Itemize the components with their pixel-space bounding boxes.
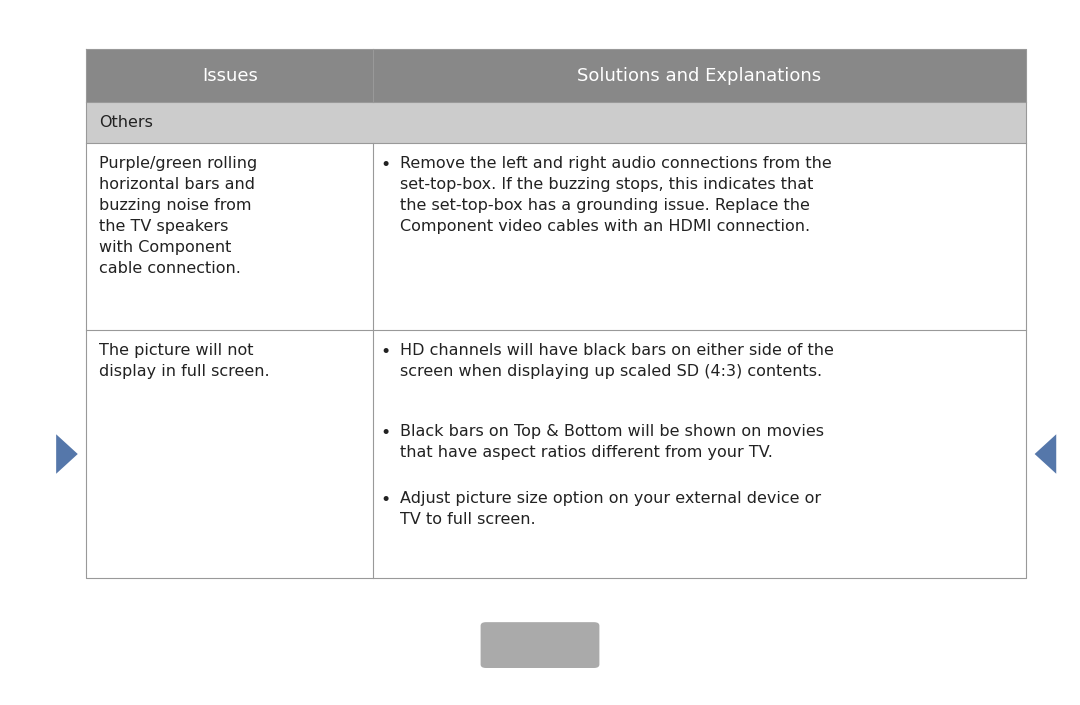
Bar — [86, 102, 1026, 143]
Text: HD channels will have black bars on either side of the
screen when displaying up: HD channels will have black bars on eith… — [400, 343, 834, 379]
Text: English: English — [513, 639, 567, 651]
Text: Issues: Issues — [202, 67, 258, 85]
Text: Adjust picture size option on your external device or
TV to full screen.: Adjust picture size option on your exter… — [400, 491, 821, 527]
Text: Black bars on Top & Bottom will be shown on movies
that have aspect ratios diffe: Black bars on Top & Bottom will be shown… — [400, 424, 824, 460]
Text: •: • — [380, 343, 391, 361]
Text: Remove the left and right audio connections from the
set-top-box. If the buzzing: Remove the left and right audio connecti… — [400, 156, 832, 234]
Text: Purple/green rolling
horizontal bars and
buzzing noise from
the TV speakers
with: Purple/green rolling horizontal bars and… — [99, 156, 258, 276]
Bar — [86, 330, 1026, 578]
Text: •: • — [380, 424, 391, 442]
Text: The picture will not
display in full screen.: The picture will not display in full scr… — [99, 343, 270, 379]
Text: Solutions and Explanations: Solutions and Explanations — [578, 67, 822, 85]
FancyBboxPatch shape — [481, 622, 599, 668]
Text: •: • — [380, 156, 391, 174]
Bar — [86, 143, 1026, 330]
Bar — [86, 49, 1026, 102]
Polygon shape — [56, 434, 78, 474]
Text: •: • — [380, 491, 391, 509]
Text: Others: Others — [99, 115, 153, 130]
Polygon shape — [1035, 434, 1056, 474]
